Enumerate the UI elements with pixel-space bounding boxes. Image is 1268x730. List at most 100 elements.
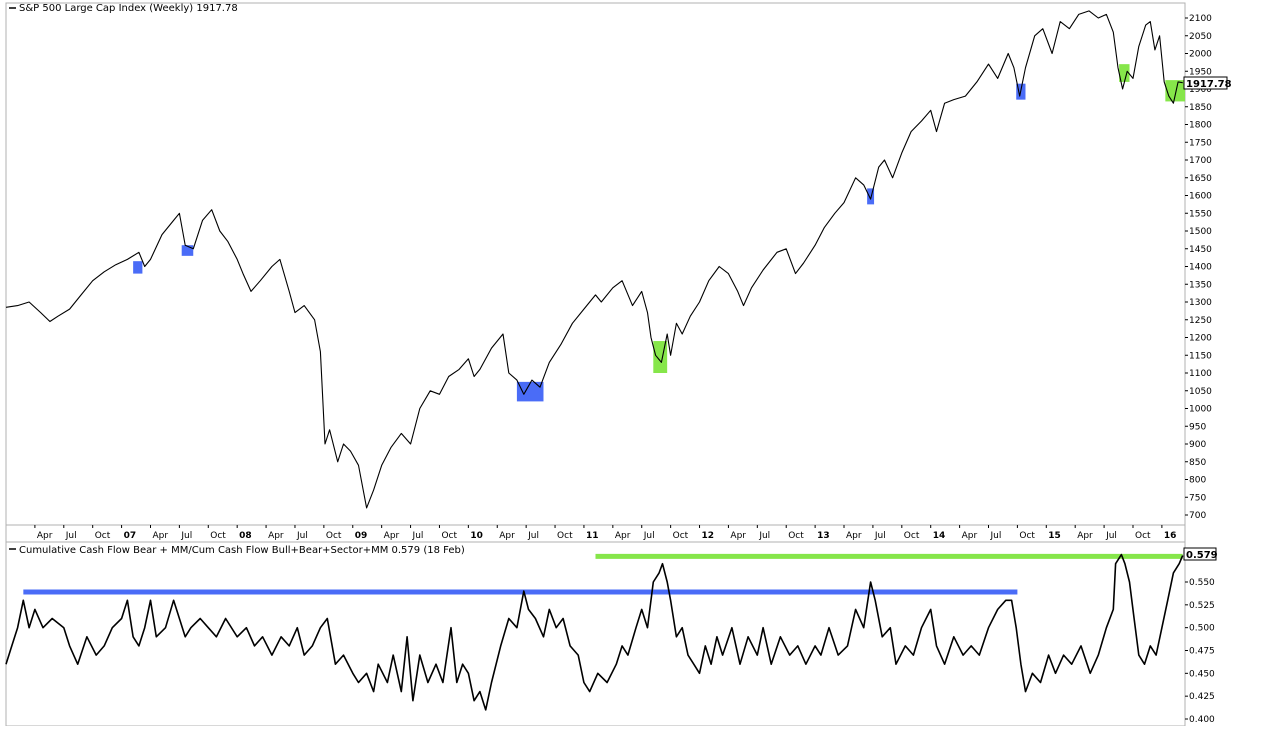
- x-tick-label: Jul: [874, 531, 886, 541]
- price-y-tick-label: 2100: [1189, 14, 1212, 24]
- x-tick-label: Oct: [673, 531, 689, 541]
- x-tick-label: Apr: [615, 531, 631, 541]
- highlight-box-0: [133, 261, 143, 274]
- price-y-tick-label: 1200: [1189, 334, 1212, 344]
- price-y-tick-label: 1400: [1189, 263, 1212, 273]
- price-y-tick-label: 1000: [1189, 405, 1212, 415]
- x-tick-label: Oct: [788, 531, 804, 541]
- x-tick-label: Oct: [326, 531, 342, 541]
- price-y-tick-label: 2000: [1189, 50, 1212, 60]
- highlight-box-2: [516, 381, 544, 402]
- price-y-tick-label: 1950: [1189, 67, 1212, 77]
- highlight-box-4: [867, 188, 875, 205]
- x-tick-label: Jul: [643, 531, 655, 541]
- cashflow-chart-title: Cumulative Cash Flow Bear + MM/Cum Cash …: [19, 545, 465, 556]
- x-tick-label: 11: [586, 531, 599, 541]
- price-y-tick-label: 1450: [1189, 245, 1212, 255]
- price-y-tick-label: 750: [1189, 493, 1206, 503]
- price-series: [5, 10, 1183, 509]
- x-tick-label: Jul: [527, 531, 539, 541]
- price-y-tick-label: 900: [1189, 440, 1206, 450]
- price-last-value: 1917.78: [1186, 79, 1232, 90]
- price-chart-title: S&P 500 Large Cap Index (Weekly) 1917.78: [19, 3, 238, 14]
- price-y-tick-label: 700: [1189, 511, 1206, 521]
- x-tick-label: Apr: [846, 531, 862, 541]
- x-tick-label: 12: [702, 531, 715, 541]
- price-y-tick-label: 1650: [1189, 174, 1212, 184]
- highlight-box-1: [181, 245, 194, 256]
- price-y-tick-label: 1550: [1189, 209, 1212, 219]
- x-tick-label: 10: [470, 531, 483, 541]
- highlight-box-6: [1119, 64, 1130, 82]
- x-tick-label: Apr: [730, 531, 746, 541]
- price-y-tick-label: 1250: [1189, 316, 1212, 326]
- x-tick-label: Jul: [1105, 531, 1117, 541]
- x-tick-label: Jul: [990, 531, 1002, 541]
- price-line: [5, 10, 1183, 509]
- price-y-tick-label: 1850: [1189, 103, 1212, 113]
- price-y-tick-label: 1800: [1189, 121, 1212, 131]
- price-y-tick-label: 800: [1189, 476, 1206, 486]
- cashflow-y-tick-label: 0.450: [1189, 669, 1215, 679]
- cashflow-last-value: 0.579: [1186, 550, 1218, 561]
- price-panel-frame: [5, 2, 1186, 526]
- price-y-tick-label: 1500: [1189, 227, 1212, 237]
- price-y-tick-label: 1700: [1189, 156, 1212, 166]
- x-tick-label: Apr: [1077, 531, 1093, 541]
- x-tick-label: Oct: [210, 531, 226, 541]
- highlight-box-7: [1165, 80, 1185, 102]
- price-y-tick-label: 1150: [1189, 351, 1212, 361]
- x-tick-label: Oct: [904, 531, 920, 541]
- price-y-tick-label: 1750: [1189, 138, 1212, 148]
- x-tick-label: Apr: [962, 531, 978, 541]
- x-tick-label: Oct: [1019, 531, 1035, 541]
- x-tick-label: 08: [239, 531, 252, 541]
- cashflow-y-tick-label: 0.500: [1189, 624, 1215, 634]
- cashflow-line: [5, 553, 1184, 711]
- price-y-tick-label: 1900: [1189, 85, 1212, 95]
- x-tick-label: 15: [1048, 531, 1061, 541]
- x-tick-label: Oct: [95, 531, 111, 541]
- x-tick-label: Oct: [557, 531, 573, 541]
- x-tick-label: Oct: [441, 531, 457, 541]
- cashflow-y-tick-label: 0.550: [1189, 578, 1215, 588]
- price-panel: 700 750 800 850 900 950 1000 1050 1100 1150 1200 12…: [5, 2, 1232, 526]
- cashflow-series: [5, 553, 1184, 711]
- x-tick-label: Apr: [384, 531, 400, 541]
- x-tick-label: Apr: [268, 531, 284, 541]
- x-tick-label: 16: [1164, 531, 1177, 541]
- x-tick-label: Oct: [1135, 531, 1151, 541]
- cashflow-y-tick-label: 0.425: [1189, 692, 1215, 702]
- x-tick-label: Jul: [65, 531, 77, 541]
- cashflow-last-value-badge: 0.579: [1183, 547, 1218, 561]
- x-tick-label: 14: [933, 531, 946, 541]
- x-tick-label: Jul: [296, 531, 308, 541]
- x-tick-label: Jul: [412, 531, 424, 541]
- cashflow-panel-frame: [5, 541, 1186, 727]
- price-y-tick-label: 850: [1189, 458, 1206, 468]
- x-tick-label: 07: [124, 531, 137, 541]
- price-y-tick-label: 950: [1189, 422, 1206, 432]
- price-y-tick-label: 1050: [1189, 387, 1212, 397]
- x-tick-label: Apr: [37, 531, 53, 541]
- x-tick-label: 13: [817, 531, 830, 541]
- cashflow-y-tick-label: 0.400: [1189, 715, 1215, 725]
- x-axis: Apr Jul Oct 07 Apr Jul Oct 08 Apr Jul Oct 09 Apr Jul O…: [5, 524, 1186, 543]
- x-tick-label: Jul: [180, 531, 192, 541]
- price-last-value-badge: 1917.78: [1183, 76, 1232, 90]
- cashflow-y-tick-label: 0.475: [1189, 647, 1215, 657]
- x-axis-ticks: Apr Jul Oct 07 Apr Jul Oct 08 Apr Jul Oct 09 Apr Jul O…: [34, 525, 1177, 541]
- price-y-axis: 700 750 800 850 900 950 1000 1050 1100 1150 1200 12…: [1185, 14, 1212, 521]
- price-y-tick-label: 1100: [1189, 369, 1212, 379]
- cashflow-y-tick-label: 0.525: [1189, 601, 1215, 611]
- price-y-tick-label: 1600: [1189, 192, 1212, 202]
- cashflow-y-axis: 0.400 0.425 0.450 0.475 0.500 0.525 0.550: [1185, 578, 1215, 725]
- cashflow-panel: 0.400 0.425 0.450 0.475 0.500 0.525 0.550 Cumu…: [5, 541, 1218, 727]
- price-y-tick-label: 2050: [1189, 32, 1212, 42]
- x-tick-label: Apr: [499, 531, 515, 541]
- price-y-tick-label: 1300: [1189, 298, 1212, 308]
- x-tick-label: Jul: [758, 531, 770, 541]
- cashflow-reference-lines: [23, 553, 1183, 595]
